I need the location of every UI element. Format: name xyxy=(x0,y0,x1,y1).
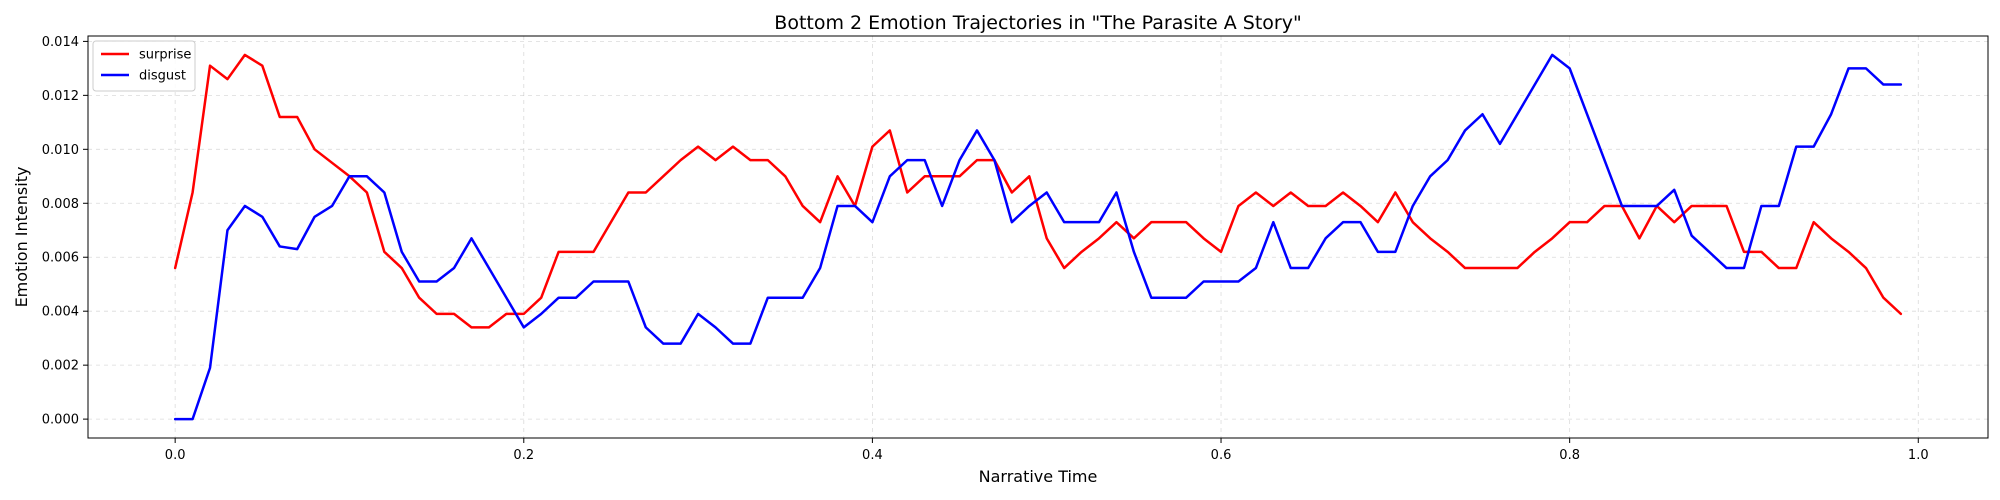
x-tick-label: 0.0 xyxy=(165,448,186,463)
legend: surprise disgust xyxy=(92,40,196,92)
y-tick-label: 0.002 xyxy=(42,359,79,374)
x-tick-label: 1.0 xyxy=(1908,448,1929,463)
y-tick-label: 0.010 xyxy=(42,143,79,158)
y-tick-label: 0.004 xyxy=(42,305,79,320)
plot-frame xyxy=(87,35,1989,439)
y-tick-label: 0.014 xyxy=(42,35,79,50)
chart-title: Bottom 2 Emotion Trajectories in "The Pa… xyxy=(774,12,1301,34)
series-layer xyxy=(173,53,1903,421)
series-line-disgust xyxy=(173,53,1903,421)
x-tick-label: 0.8 xyxy=(1559,448,1580,463)
x-axis-label: Narrative Time xyxy=(979,467,1098,486)
grid xyxy=(88,36,1988,438)
x-tick-label: 0.4 xyxy=(862,448,883,463)
ticks: 0.0 0.2 0.4 0.6 0.8 1.0 0.000 0.002 0.004 0.006 0.… xyxy=(42,35,1929,463)
y-tick-label: 0.006 xyxy=(42,251,79,266)
y-tick-label: 0.000 xyxy=(42,413,79,428)
legend-label-disgust: disgust xyxy=(139,69,186,84)
y-axis-label: Emotion Intensity xyxy=(12,167,31,308)
y-tick-label: 0.012 xyxy=(42,89,79,104)
x-tick-label: 0.6 xyxy=(1211,448,1232,463)
x-tick-label: 0.2 xyxy=(513,448,534,463)
series-line-surprise xyxy=(173,53,1903,329)
legend-label-surprise: surprise xyxy=(139,48,191,63)
y-tick-label: 0.008 xyxy=(42,197,79,212)
